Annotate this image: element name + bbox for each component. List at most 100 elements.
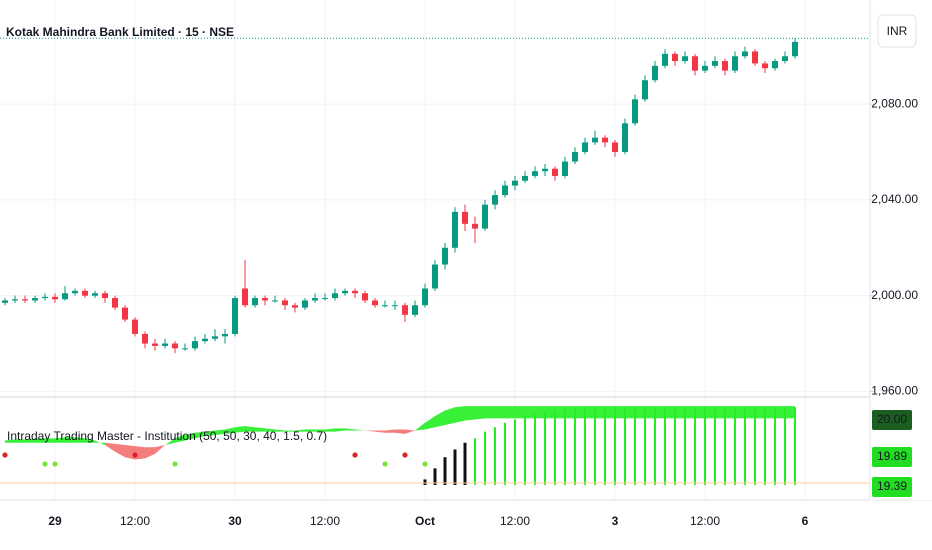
histogram-bar bbox=[714, 407, 716, 485]
y-tick-label: 2,080.00 bbox=[871, 96, 918, 110]
histogram-bar bbox=[494, 427, 496, 485]
histogram-bar bbox=[764, 407, 766, 485]
cloud-segment bbox=[355, 429, 365, 431]
candle-body bbox=[212, 336, 218, 339]
candle-body bbox=[682, 56, 688, 62]
histogram-bar bbox=[794, 407, 796, 485]
candle-body bbox=[202, 338, 208, 342]
cloud-segment bbox=[315, 429, 325, 432]
cloud-segment bbox=[335, 428, 345, 432]
candle-body bbox=[392, 305, 398, 307]
candle-body bbox=[342, 290, 348, 294]
candle-body bbox=[662, 53, 668, 66]
cloud-segment bbox=[635, 406, 645, 419]
cloud-segment bbox=[295, 429, 305, 432]
cloud-segment bbox=[405, 429, 415, 434]
buy-signal bbox=[42, 461, 48, 467]
cloud-segment bbox=[615, 406, 625, 419]
cloud-segment bbox=[535, 406, 545, 419]
cloud-segment bbox=[415, 422, 425, 431]
candle-body bbox=[552, 168, 558, 176]
cloud-segment bbox=[125, 445, 135, 460]
cloud-segment bbox=[105, 442, 115, 452]
histogram-bar bbox=[574, 408, 576, 485]
cloud-segment bbox=[265, 428, 275, 432]
price-tag bbox=[872, 447, 912, 467]
cloud-segment bbox=[495, 406, 505, 419]
cloud-segment bbox=[15, 439, 25, 443]
price-tag bbox=[872, 410, 912, 430]
candle-body bbox=[102, 293, 108, 299]
cloud-segment bbox=[185, 432, 195, 441]
cloud-segment bbox=[205, 430, 215, 437]
buy-signal bbox=[52, 461, 58, 467]
buy-signal bbox=[382, 461, 388, 467]
cloud-segment bbox=[175, 435, 185, 443]
candle-body bbox=[462, 211, 468, 224]
histogram-bar bbox=[734, 407, 736, 485]
x-tick-label: 12:00 bbox=[500, 514, 530, 528]
candle-body bbox=[592, 137, 598, 143]
candle-body bbox=[252, 298, 258, 306]
cloud-segment bbox=[395, 429, 405, 434]
cloud-segment bbox=[465, 406, 475, 421]
histogram-bar bbox=[463, 442, 467, 485]
candle-body bbox=[332, 293, 338, 299]
cloud-segment bbox=[45, 438, 55, 443]
cloud-segment bbox=[575, 406, 585, 419]
candle-body bbox=[712, 61, 718, 66]
cloud-segment bbox=[655, 406, 665, 419]
cloud-segment bbox=[745, 406, 755, 419]
cloud-segment bbox=[235, 426, 245, 433]
cloud-segment bbox=[305, 429, 315, 432]
currency-button[interactable] bbox=[877, 14, 917, 48]
candle-body bbox=[742, 51, 748, 57]
cloud-segment bbox=[75, 437, 85, 443]
candle-body bbox=[182, 348, 188, 350]
candle-body bbox=[72, 290, 78, 294]
cloud-segment bbox=[525, 406, 535, 419]
candle-body bbox=[412, 305, 418, 315]
histogram-bar bbox=[564, 409, 566, 485]
cloud-segment bbox=[505, 406, 515, 419]
candle-body bbox=[442, 247, 448, 265]
candle-body bbox=[262, 298, 268, 301]
cloud-segment bbox=[35, 438, 45, 443]
candle-body bbox=[22, 299, 28, 301]
currency-label: INR bbox=[887, 24, 908, 38]
candle-body bbox=[672, 53, 678, 62]
cloud-segment bbox=[65, 437, 75, 443]
candle-body bbox=[372, 300, 378, 306]
candle-body bbox=[782, 56, 788, 62]
histogram-bar bbox=[534, 413, 536, 485]
histogram-bar bbox=[644, 407, 646, 485]
histogram-bar bbox=[784, 407, 786, 485]
candle-body bbox=[82, 290, 88, 296]
histogram-bar bbox=[554, 410, 556, 485]
cloud-segment bbox=[555, 406, 565, 419]
candle-body bbox=[292, 305, 298, 308]
candle-body bbox=[722, 61, 728, 71]
buy-signal bbox=[172, 461, 178, 467]
candle-body bbox=[492, 195, 498, 205]
cloud-segment bbox=[695, 406, 705, 419]
cloud-segment bbox=[685, 406, 695, 419]
cloud-segment bbox=[775, 406, 785, 419]
cloud-segment bbox=[475, 406, 485, 420]
histogram-bar bbox=[684, 407, 686, 485]
candle-body bbox=[692, 56, 698, 71]
cloud-segment bbox=[675, 406, 685, 419]
cloud-segment bbox=[645, 406, 655, 419]
histogram-bar bbox=[754, 407, 756, 485]
candle-body bbox=[242, 288, 248, 306]
candle-body bbox=[542, 168, 548, 172]
candle-body bbox=[532, 171, 538, 176]
cloud-segment bbox=[325, 428, 335, 432]
candle-body bbox=[312, 298, 318, 301]
cloud-segment bbox=[215, 429, 225, 435]
candle-body bbox=[762, 63, 768, 69]
candle-body bbox=[652, 65, 658, 81]
candle-body bbox=[352, 290, 358, 294]
candle-body bbox=[192, 341, 198, 349]
